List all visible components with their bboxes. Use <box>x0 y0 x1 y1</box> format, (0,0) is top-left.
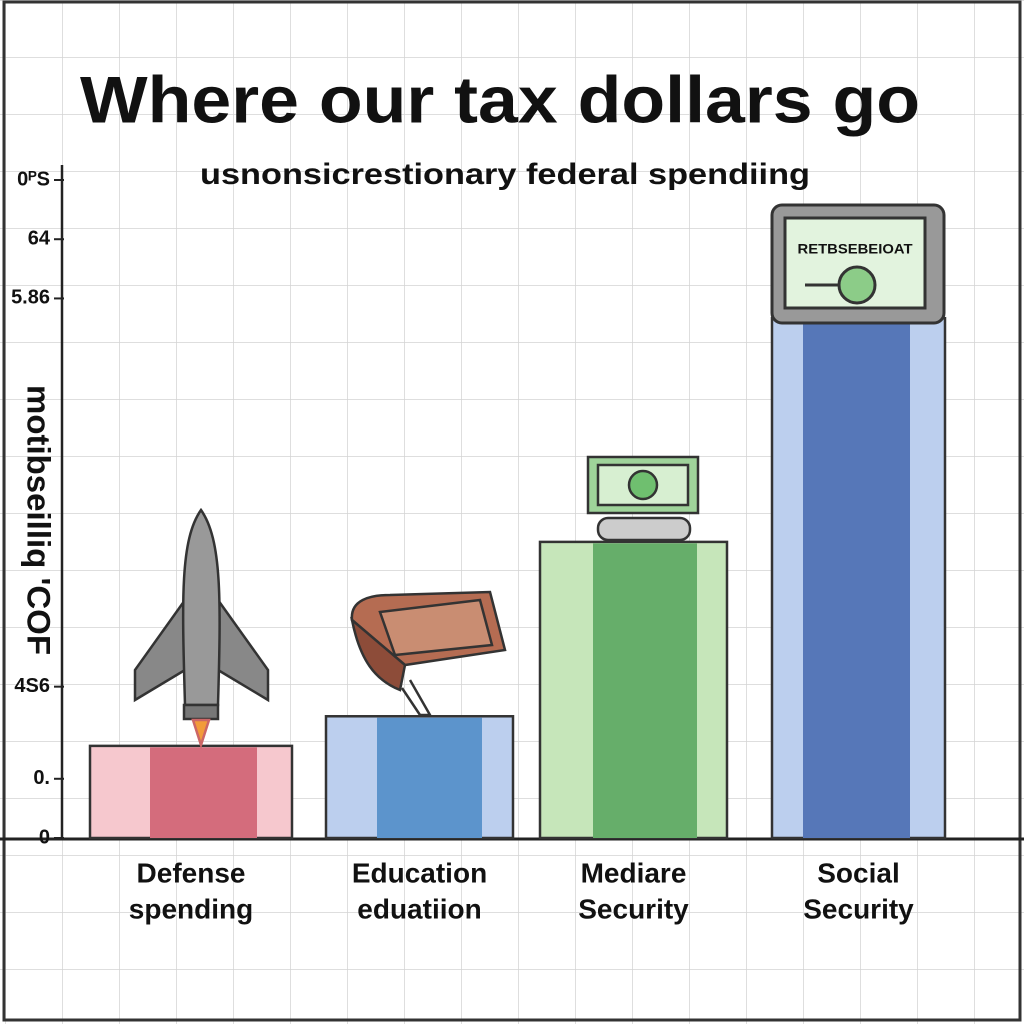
x-tick-label: Mediare <box>581 857 687 888</box>
bar-stripe <box>593 543 697 838</box>
annotation: RETBSEBEIOAT <box>798 241 913 257</box>
x-tick-label: Defense <box>137 857 246 888</box>
y-tick-label: 64 <box>28 228 51 250</box>
bars <box>88 316 947 840</box>
y-tick-label: 4S6 <box>14 675 50 697</box>
money-icon <box>586 455 700 542</box>
money-box-icon <box>770 203 946 325</box>
x-tick-label: eduatiion <box>357 893 481 924</box>
bar-stripe <box>150 747 257 838</box>
y-tick-label: 0. <box>33 767 50 789</box>
chart-subtitle: usnonsicrestionary federal spendiing <box>200 158 810 191</box>
x-tick-label: Security <box>803 893 914 924</box>
bar-group <box>770 316 947 840</box>
x-tick-label: Education <box>352 857 487 888</box>
y-tick-label: 0ᴾS <box>17 168 50 190</box>
x-tick-label: Security <box>578 893 689 924</box>
chart-title: Where our tax dollars go <box>80 62 920 136</box>
bar-stripe <box>803 319 910 838</box>
y-tick-label: 0 <box>39 826 50 848</box>
y-tick-label: 5.86 <box>11 287 50 309</box>
book-icon <box>350 590 507 717</box>
x-tick-label: spending <box>129 893 253 924</box>
x-tick-label: Social <box>817 857 899 888</box>
bar-group <box>538 540 729 840</box>
y-axis-label: motibseilliq 'COF <box>21 385 57 655</box>
bar-group <box>324 715 515 840</box>
rocket-icon <box>133 507 270 750</box>
bar-group <box>88 744 294 840</box>
bar-stripe <box>377 717 482 838</box>
